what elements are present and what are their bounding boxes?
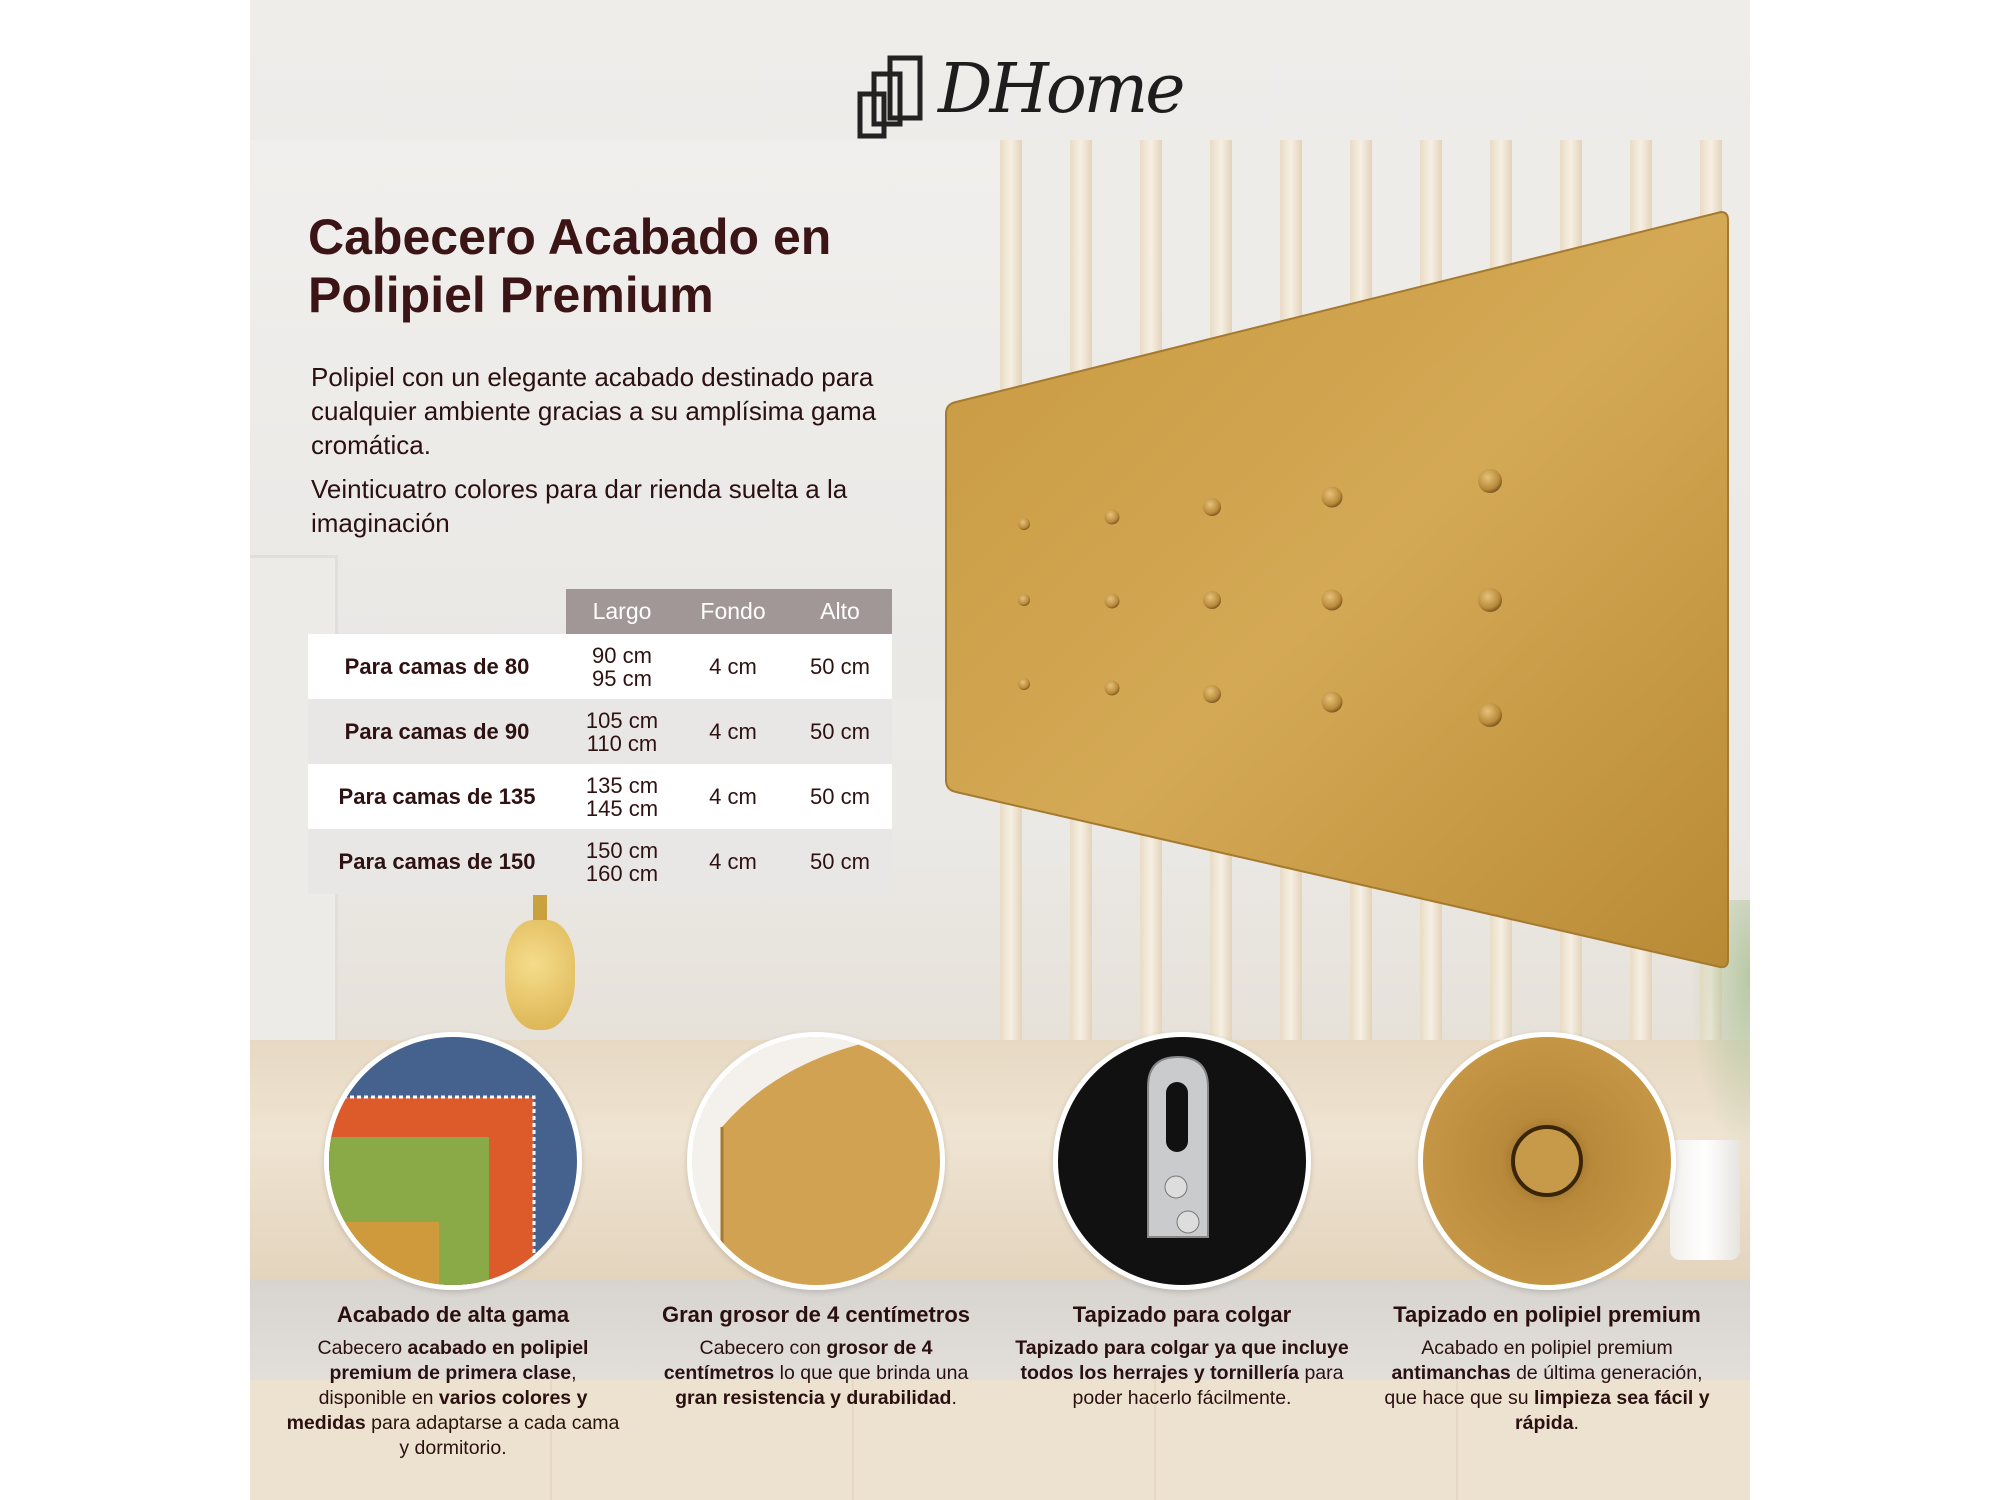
- tufted-button: [1018, 594, 1030, 606]
- header-alto: Alto: [788, 589, 892, 634]
- color-swatches-image: [324, 1032, 582, 1290]
- colors-paragraph: Veinticuatro colores para dar rienda sue…: [311, 474, 848, 538]
- feature-highlight: acabado en polipiel premium de primera c…: [329, 1337, 589, 1384]
- feature-text: Acabado en polipiel premium: [1421, 1337, 1673, 1359]
- feature-block: Tapizado para colgar Tapizado para colgar…: [1012, 1302, 1352, 1411]
- plant-pot: [1670, 1140, 1740, 1260]
- feature-title: Acabado de alta gama: [336, 1302, 570, 1327]
- feature-highlight: varios colores y medidas: [286, 1387, 588, 1434]
- hanging-bracket-image: [1053, 1032, 1311, 1290]
- feature-block: Tapizado en polipiel premium Acabado en p…: [1377, 1302, 1717, 1436]
- title-line-1: Cabecero Acabado en: [308, 209, 832, 265]
- tufted-button: [1104, 680, 1120, 696]
- cell-largo: 105 cm 110 cm: [566, 699, 678, 764]
- tufted-button: [1018, 678, 1030, 690]
- table-row: Para camas de 150 150 cm 160 cm 4 cm 50 c…: [308, 829, 892, 894]
- feature-highlight: gran resistencia y durabilidad: [675, 1387, 952, 1409]
- largo-value: 105 cm: [585, 707, 659, 733]
- feature-text: Cabecero con: [699, 1337, 827, 1359]
- cell-largo: 90 cm 95 cm: [566, 634, 678, 699]
- table-row: Para camas de 90 105 cm 110 cm 4 cm 50 cm: [308, 699, 892, 764]
- button-closeup-image: [1418, 1032, 1676, 1290]
- feature-text: Cabecero: [317, 1337, 408, 1359]
- logo-squares-icon: [857, 55, 923, 139]
- cell-alto: 50 cm: [788, 829, 892, 894]
- tufted-button: [1104, 509, 1120, 525]
- headboard-buttons: [1018, 469, 1502, 727]
- cell-fondo: 4 cm: [678, 699, 788, 764]
- tufted-button: [1203, 498, 1221, 516]
- tufted-button: [1478, 469, 1502, 493]
- feature-text: .: [951, 1387, 957, 1409]
- headboard-edge-image: [687, 1032, 945, 1290]
- feature-text: .: [1573, 1412, 1579, 1434]
- logo-wordmark: DHome: [938, 50, 1185, 129]
- feature-title: Tapizado en polipiel premium: [1393, 1302, 1701, 1327]
- feature-description: Tapizado para colgar ya que incluye todo…: [1012, 1336, 1352, 1411]
- largo-value: 135 cm: [585, 772, 659, 798]
- cell-alto: 50 cm: [788, 764, 892, 829]
- row-label: Para camas de 135: [308, 764, 566, 829]
- feature-description: Cabecero acabado en polipiel premium de …: [283, 1336, 623, 1461]
- cell-largo: 150 cm 160 cm: [566, 829, 678, 894]
- feature-text: para poder hacerlo fácilmente.: [1072, 1362, 1344, 1409]
- largo-value: 145 cm: [585, 795, 659, 821]
- tufted-button: [1321, 486, 1343, 508]
- largo-value: 160 cm: [585, 860, 659, 886]
- tufted-button: [1203, 591, 1221, 609]
- largo-value: 110 cm: [586, 730, 658, 756]
- feature-text: para adaptarse a cada cama y dormitorio.: [365, 1412, 620, 1459]
- page-title: Cabecero Acabado en Polipiel Premium: [308, 208, 831, 324]
- cell-largo: 135 cm 145 cm: [566, 764, 678, 829]
- dimensions-table: Largo Fondo Alto Para camas de 80 90 cm 9…: [308, 589, 892, 894]
- header-fondo: Fondo: [678, 589, 788, 634]
- cell-alto: 50 cm: [788, 634, 892, 699]
- largo-value: 95 cm: [592, 665, 652, 691]
- feature-highlight: grosor de 4 centímetros: [663, 1337, 933, 1384]
- feature-highlight: Tapizado para colgar ya que incluye todo…: [1015, 1337, 1349, 1384]
- tufted-button: [1478, 703, 1502, 727]
- cell-fondo: 4 cm: [678, 764, 788, 829]
- row-label: Para camas de 80: [308, 634, 566, 699]
- feature-block: Gran grosor de 4 centímetros Cabecero con…: [646, 1302, 986, 1411]
- row-label: Para camas de 150: [308, 829, 566, 894]
- largo-value: 90 cm: [592, 642, 652, 668]
- rug: [250, 1280, 1750, 1380]
- cell-fondo: 4 cm: [678, 634, 788, 699]
- row-label: Para camas de 90: [308, 699, 566, 764]
- feature-highlight: antimanchas: [1391, 1362, 1511, 1384]
- floor: [250, 1380, 1750, 1500]
- tufted-button: [1018, 518, 1030, 530]
- tufted-button: [1478, 588, 1502, 612]
- largo-value: 150 cm: [585, 837, 659, 863]
- feature-text: de última generación, que hace que su: [1384, 1362, 1703, 1409]
- header-blank: [308, 589, 566, 634]
- tufted-button: [1203, 685, 1221, 703]
- feature-title: Tapizado para colgar: [1072, 1302, 1292, 1327]
- feature-text: lo que que brinda una: [774, 1362, 969, 1384]
- feature-title: Gran grosor de 4 centímetros: [661, 1302, 971, 1327]
- description-paragraph: Polipiel con un elegante acabado destina…: [311, 362, 877, 460]
- cell-fondo: 4 cm: [678, 829, 788, 894]
- feature-description: Acabado en polipiel premium antimanchas …: [1377, 1336, 1717, 1436]
- dhome-logo: DHome: [856, 50, 1185, 142]
- cell-alto: 50 cm: [788, 699, 892, 764]
- feature-description: Cabecero con grosor de 4 centímetros lo …: [646, 1336, 986, 1411]
- title-line-2: Polipiel Premium: [308, 267, 714, 323]
- feature-block: Acabado de alta gama Cabecero acabado en …: [283, 1302, 623, 1461]
- vase-body: [505, 920, 575, 1030]
- table-header-row: Largo Fondo Alto: [308, 589, 892, 634]
- tufted-button: [1321, 691, 1343, 713]
- header-largo: Largo: [566, 589, 678, 634]
- table-row: Para camas de 80 90 cm 95 cm 4 cm 50 cm: [308, 634, 892, 699]
- tufted-button: [1104, 593, 1120, 609]
- feature-text: , disponible en: [318, 1362, 577, 1409]
- feature-highlight: limpieza sea fácil y rápida: [1515, 1387, 1710, 1434]
- tufted-button: [1321, 589, 1343, 611]
- table-row: Para camas de 135 135 cm 145 cm 4 cm 50 c…: [308, 764, 892, 829]
